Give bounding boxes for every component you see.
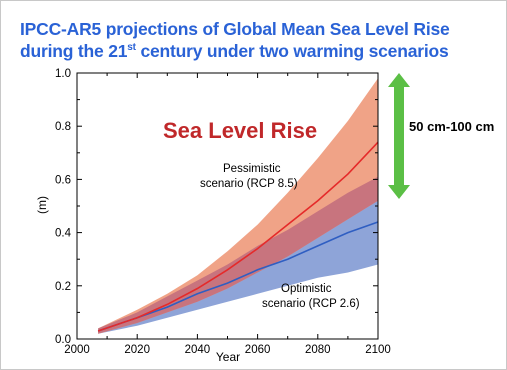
title-line-1: IPCC-AR5 projections of Global Mean Sea …	[20, 19, 450, 39]
pessimistic-label-line-2: scenario (RCP 8.5)	[200, 178, 298, 190]
y-axis-label: (m)	[35, 196, 49, 214]
optimistic-median-line	[97, 221, 379, 332]
x-tick-label: 2080	[305, 344, 331, 356]
range-arrow	[388, 73, 410, 199]
y-tick-label: 0.0	[55, 334, 71, 346]
range-label: 50 cm-100 cm	[409, 119, 494, 134]
x-axis-label: Year	[216, 350, 240, 364]
title-line-2-start: during the 21	[20, 41, 128, 61]
title-line-2-end: century under two warming scenarios	[135, 41, 449, 61]
y-tick-label: 1.0	[55, 68, 71, 80]
x-tick-label: 2060	[245, 344, 271, 356]
title-superscript: st	[127, 42, 136, 54]
y-tick-label: 0.4	[55, 228, 72, 240]
y-tick-label: 0.6	[55, 174, 71, 186]
optimistic-label-line-1: Optimistic	[281, 283, 332, 295]
plot-area	[97, 78, 379, 334]
title-line-2: during the 21st century under two warmin…	[20, 40, 490, 62]
optimistic-label-line-2: scenario (RCP 2.6)	[262, 298, 360, 310]
pessimistic-label-line-1: Pessimistic	[223, 163, 281, 175]
x-tick-label: 2020	[124, 344, 150, 356]
chart-title: IPCC-AR5 projections of Global Mean Sea …	[20, 18, 490, 62]
chart-heading: Sea Level Rise	[163, 118, 317, 143]
x-tick-label: 2040	[185, 344, 211, 356]
range-double-arrow-shape	[388, 73, 410, 199]
y-tick-label: 0.2	[55, 281, 71, 293]
axes: 2000 2020 2040 2060 2080 2100 0.0 0.2 0.4 0.6 0.8 1…	[55, 68, 391, 356]
pessimistic-median-line	[97, 141, 379, 332]
y-tick-label: 0.8	[55, 121, 71, 133]
x-tick-label: 2000	[64, 344, 90, 356]
x-tick-label: 2100	[365, 344, 391, 356]
